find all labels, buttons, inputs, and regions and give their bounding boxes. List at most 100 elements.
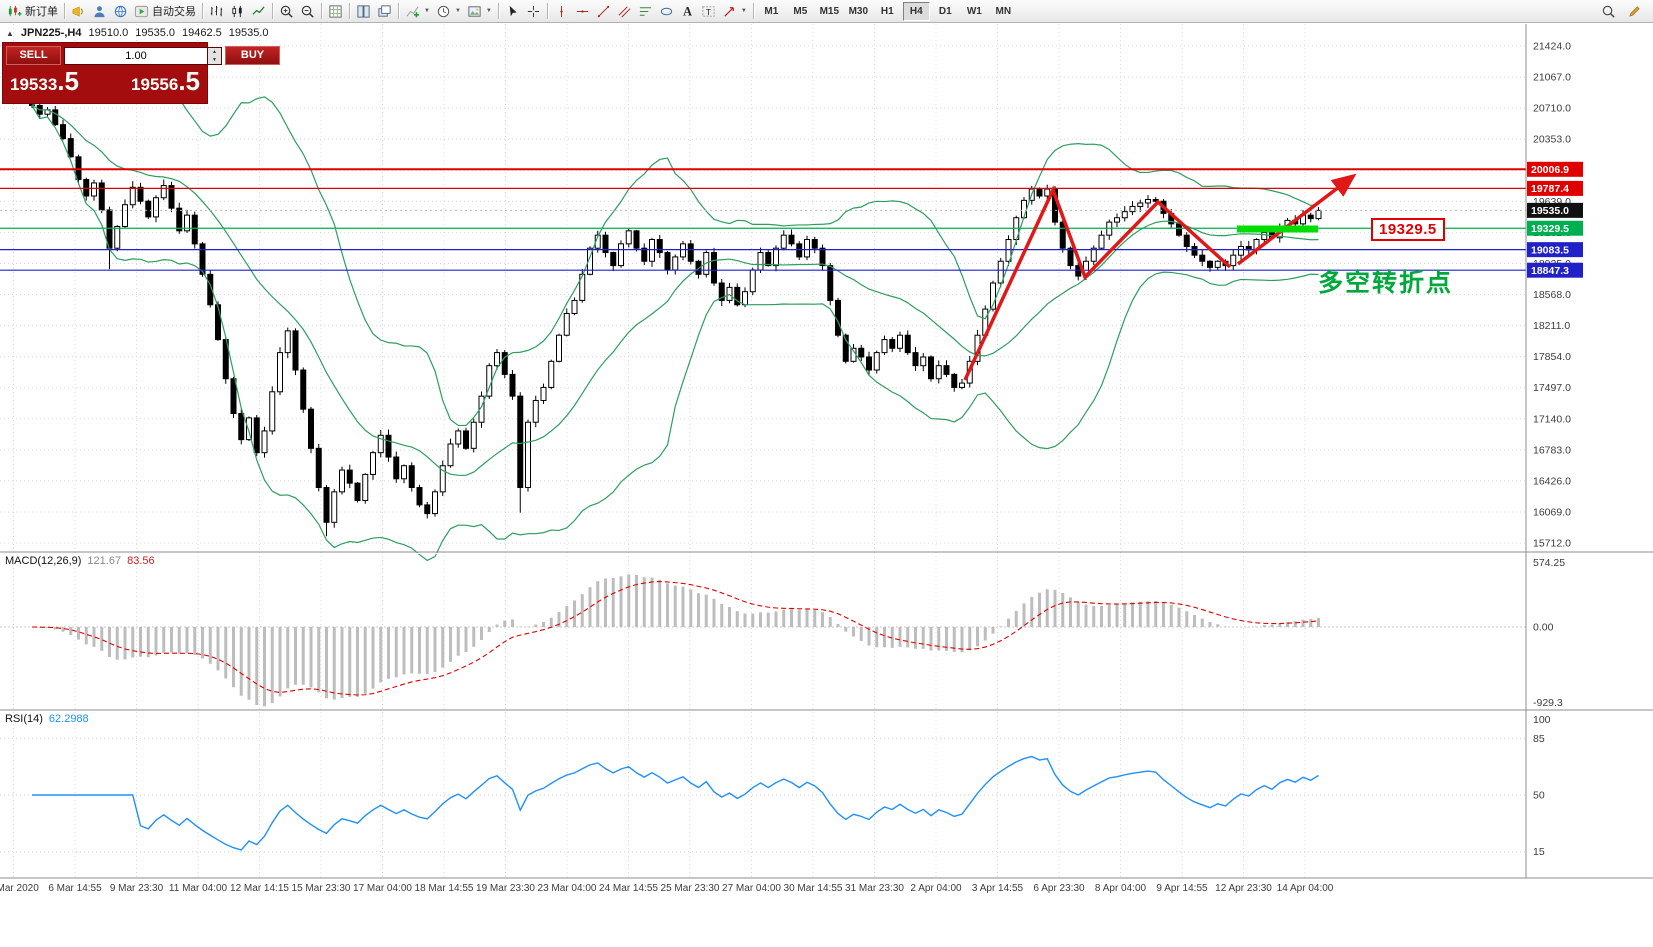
fibonacci-icon	[638, 4, 653, 19]
zoom-out-button[interactable]	[297, 2, 318, 21]
crosshair-button[interactable]	[523, 2, 544, 21]
panel-separators[interactable]	[0, 24, 1653, 879]
bar-chart-icon	[209, 4, 224, 19]
indicators-list-button[interactable]	[325, 2, 346, 21]
svg-text:17854.0: 17854.0	[1533, 351, 1571, 363]
line-chart-button[interactable]	[248, 2, 269, 21]
toolbar-separator	[398, 3, 399, 19]
bollinger-bands	[31, 70, 1319, 562]
bar-chart-button[interactable]	[206, 2, 227, 21]
macd-title: MACD(12,26,9)	[5, 555, 82, 567]
search-icon	[1601, 4, 1616, 19]
cursor-button[interactable]	[502, 2, 523, 21]
svg-text:15: 15	[1533, 846, 1545, 858]
timeframe-button-m15[interactable]: M15	[819, 5, 840, 17]
date-axis: 5 Mar 2020 6 Mar 14:55 9 Mar 23:30 11 Mar 0…	[0, 883, 1334, 894]
timeframe-button-d1[interactable]: D1	[938, 5, 952, 17]
periods-button[interactable]: ▼	[433, 2, 464, 21]
svg-text:21067.0: 21067.0	[1533, 72, 1571, 84]
svg-text:11 Mar 04:00: 11 Mar 04:00	[169, 883, 228, 894]
alerts-icon	[71, 4, 86, 19]
alerts-button[interactable]	[68, 2, 89, 21]
support-price-tag[interactable]: 19329.5	[1371, 218, 1445, 241]
toolbar-separator	[497, 3, 499, 19]
quote-open: 19510.0	[88, 27, 129, 39]
volume-input[interactable]	[64, 46, 208, 65]
vline-tool-button[interactable]	[551, 2, 572, 21]
chevron-down-icon[interactable]: ▼	[740, 8, 747, 14]
search-button[interactable]	[1598, 2, 1619, 21]
svg-text:23 Mar 04:00: 23 Mar 04:00	[538, 883, 597, 894]
horizontal-line-objects[interactable]	[0, 168, 1526, 271]
timeframe-button-m30[interactable]: M30	[848, 5, 869, 17]
toolbar-separator	[272, 3, 273, 19]
turning-point-label[interactable]: 多空转折点	[1318, 269, 1454, 297]
timeframe-button-m1[interactable]: M1	[764, 5, 779, 17]
timeframe-button-w1[interactable]: W1	[966, 5, 982, 17]
new-order-button[interactable]: 新订单	[4, 2, 61, 21]
label-tool-button[interactable]: T	[698, 2, 719, 21]
volume-down-icon[interactable]: ▼	[208, 55, 221, 64]
timeframe-button-h4[interactable]: H4	[902, 1, 930, 21]
svg-text:16783.0: 16783.0	[1533, 444, 1571, 456]
chevron-down-icon[interactable]: ▼	[485, 8, 492, 14]
add-indicator-icon	[405, 4, 420, 19]
fibonacci-tool-button[interactable]	[635, 2, 656, 21]
shapes-tool-button[interactable]	[656, 2, 677, 21]
hline-tool-button[interactable]	[572, 2, 593, 21]
text-tool-icon: A	[680, 4, 695, 19]
svg-text:19787.4: 19787.4	[1531, 183, 1569, 195]
timeframe-button-m5[interactable]: M5	[793, 5, 808, 17]
candle-chart-button[interactable]	[227, 2, 248, 21]
volume-up-icon[interactable]: ▲	[208, 47, 221, 56]
timeframe-button-mn[interactable]: MN	[995, 5, 1012, 17]
buy-button[interactable]: BUY	[225, 46, 280, 65]
add-indicator-button[interactable]: ▼	[402, 2, 433, 21]
quick-edit-button[interactable]	[1624, 2, 1645, 21]
buy-price[interactable]: 19556.5	[131, 68, 200, 98]
svg-text:8 Apr 04:00: 8 Apr 04:00	[1095, 883, 1147, 894]
svg-text:12 Mar 14:15: 12 Mar 14:15	[230, 883, 289, 894]
tile-windows-button[interactable]	[353, 2, 374, 21]
svg-text:T: T	[706, 6, 711, 16]
autotrading-button-label: 自动交易	[152, 6, 196, 18]
rsi-indicator	[0, 737, 1526, 853]
toolbar-separator	[349, 3, 350, 19]
svg-text:6 Mar 14:55: 6 Mar 14:55	[48, 883, 102, 894]
zoom-in-button[interactable]	[276, 2, 297, 21]
channel-icon	[617, 4, 632, 19]
cascade-windows-icon	[377, 4, 392, 19]
sell-price[interactable]: 19533.5	[10, 68, 79, 98]
svg-text:0.00: 0.00	[1533, 622, 1554, 634]
toolbar-separator	[202, 3, 203, 19]
community-button[interactable]	[110, 2, 131, 21]
zoom-in-icon	[279, 4, 294, 19]
timeframe-button-h1[interactable]: H1	[880, 5, 894, 17]
text-tool-button[interactable]: A	[677, 2, 698, 21]
templates-button[interactable]: ▼	[464, 2, 495, 21]
quote-high: 19535.0	[135, 27, 175, 39]
chevron-down-icon[interactable]: ▼	[424, 8, 430, 14]
collapse-panel-icon[interactable]: ▲	[6, 28, 14, 38]
trendline-tool-button[interactable]	[593, 2, 614, 21]
edit-icon	[1627, 4, 1642, 19]
svg-text:A: A	[683, 4, 692, 18]
svg-text:16426.0: 16426.0	[1533, 475, 1571, 487]
cascade-windows-button[interactable]	[374, 2, 395, 21]
chevron-down-icon[interactable]: ▼	[454, 8, 461, 14]
svg-text:18211.0: 18211.0	[1533, 320, 1570, 332]
autotrading-button[interactable]: 自动交易	[131, 2, 199, 21]
volume-stepper[interactable]: ▲ ▼	[64, 46, 222, 65]
svg-text:19083.5: 19083.5	[1531, 244, 1569, 256]
svg-text:27 Mar 04:00: 27 Mar 04:00	[722, 883, 781, 894]
macd-main-value: 121.67	[87, 555, 122, 567]
channel-tool-button[interactable]	[614, 2, 635, 21]
arrows-tool-button[interactable]: ▼	[719, 2, 750, 21]
profile-button[interactable]	[89, 2, 110, 21]
sell-button[interactable]: SELL	[6, 46, 61, 65]
tile-windows-icon	[356, 4, 371, 19]
trend-annotations[interactable]	[963, 173, 1357, 381]
svg-text:3 Apr 14:55: 3 Apr 14:55	[972, 883, 1024, 894]
cursor-icon	[505, 4, 520, 19]
